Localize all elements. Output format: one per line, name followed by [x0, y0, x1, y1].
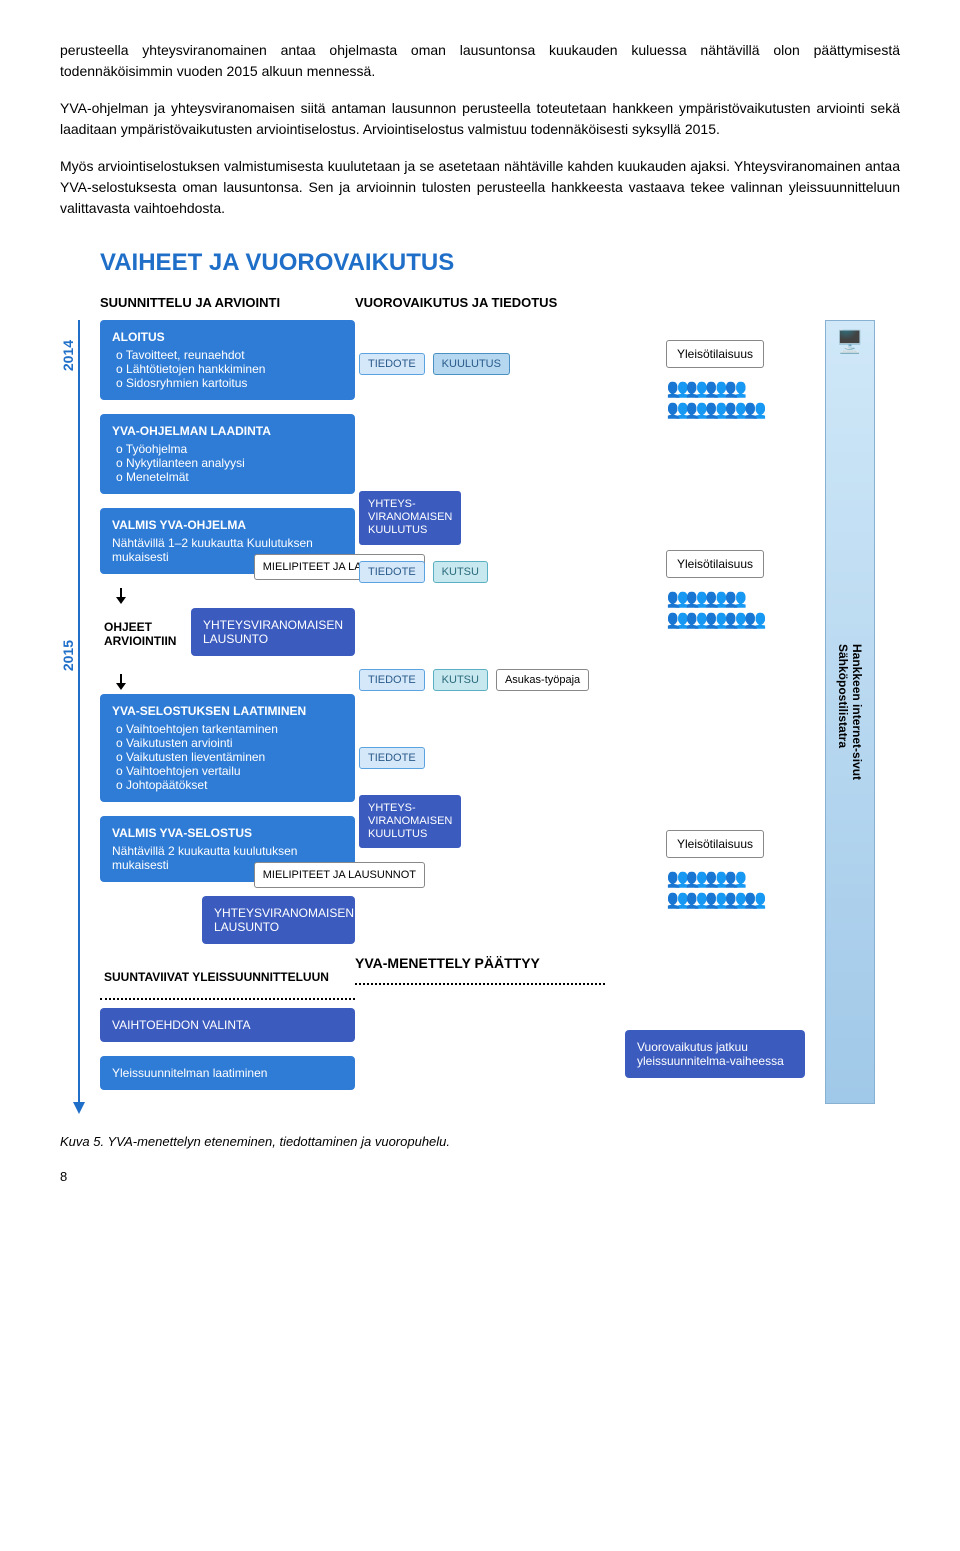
arrow	[120, 674, 122, 688]
year-2014: 2014	[60, 340, 76, 371]
yva-end-label: YVA-MENETTELY PÄÄTTYY	[355, 951, 605, 975]
selostus-item: Vaikutusten arviointi	[116, 736, 343, 750]
crowd-icon: 👥👥👥👥👥👥👥👥👥	[666, 378, 763, 420]
col-header-left: SUUNNITTELU JA ARVIOINTI	[100, 295, 355, 310]
page-number: 8	[60, 1169, 900, 1184]
aloitus-item: Tavoitteet, reunaehdot	[116, 348, 343, 362]
tag-kuulutus: KUULUTUS	[433, 353, 510, 375]
selostus-title: YVA-SELOSTUKSEN LAATIMINEN	[112, 704, 343, 718]
event-yleiso: Yleisötilaisuus	[666, 340, 764, 368]
year-rail: 2014 2015	[60, 320, 100, 1104]
col-header-right: VUOROVAIKUTUS JA TIEDOTUS	[355, 295, 755, 310]
timeline-arrow	[78, 320, 80, 1104]
laadinta-item: Menetelmät	[116, 470, 343, 484]
dotted-divider	[355, 983, 605, 985]
tag-kutsu: KUTSU	[433, 669, 488, 691]
paragraph-1: perusteella yhteysviranomainen antaa ohj…	[60, 40, 900, 82]
box-valmis-selostus: VALMIS YVA-SELOSTUS Nähtävillä 2 kuukaut…	[100, 816, 355, 882]
tag-tiedote: TIEDOTE	[359, 353, 425, 375]
crowd-icon: 👥👥👥👥👥👥👥👥👥	[666, 868, 763, 910]
tag-yvk: YHTEYS- VIRANOMAISEN KUULUTUS	[359, 491, 461, 545]
figure-caption: Kuva 5. YVA-menettelyn eteneminen, tiedo…	[60, 1134, 900, 1149]
dotted-divider	[100, 998, 355, 1000]
tag-yvk-2: YHTEYS- VIRANOMAISEN KUULUTUS	[359, 795, 461, 849]
valmis-sel-title: VALMIS YVA-SELOSTUS	[112, 826, 343, 840]
left-column: ALOITUS Tavoitteet, reunaehdot Lähtötiet…	[100, 320, 355, 1104]
mid-column: TIEDOTE KUULUTUS YHTEYS- VIRANOMAISEN KU…	[355, 320, 605, 1104]
tag-kutsu: KUTSU	[433, 561, 488, 583]
selostus-item: Vaihtoehtojen tarkentaminen	[116, 722, 343, 736]
ohjeet-label: OHJEET ARVIOINTIIN	[100, 614, 183, 654]
sidebar-text: Hankkeen internet-sivut Sähköpostilistat…	[836, 644, 864, 780]
box-yvl2: YHTEYSVIRANOMAISEN LAUSUNTO	[202, 896, 355, 944]
tag-tiedote: TIEDOTE	[359, 747, 425, 769]
tag-tiedote: TIEDOTE	[359, 561, 425, 583]
laadinta-item: Nykytilanteen analyysi	[116, 456, 343, 470]
tag-asukas: Asukas-työpaja	[496, 669, 589, 691]
valmis-ohj-title: VALMIS YVA-OHJELMA	[112, 518, 343, 532]
monitor-icon: 🖥️	[836, 329, 863, 355]
box-selostus: YVA-SELOSTUKSEN LAATIMINEN Vaihtoehtojen…	[100, 694, 355, 802]
paragraph-2: YVA-ohjelman ja yhteysviranomaisen siitä…	[60, 98, 900, 140]
aloitus-item: Sidosryhmien kartoitus	[116, 376, 343, 390]
crowd-icon: 👥👥👥👥👥👥👥👥👥	[666, 588, 763, 630]
tag-tiedote: TIEDOTE	[359, 669, 425, 691]
process-diagram: VAIHEET JA VUOROVAIKUTUS SUUNNITTELU JA …	[60, 249, 900, 1104]
year-2015: 2015	[60, 640, 76, 671]
box-valmis-ohjelma: VALMIS YVA-OHJELMA Nähtävillä 1–2 kuukau…	[100, 508, 355, 574]
box-yvl1: YHTEYSVIRANOMAISEN LAUSUNTO	[191, 608, 355, 656]
box-valinta: VAIHTOEHDON VALINTA	[100, 1008, 355, 1042]
paragraph-3: Myös arviointiselostuksen valmistumisest…	[60, 156, 900, 219]
vuoro-box: Vuorovaikutus jatkuu yleissuunnitelma-va…	[625, 1030, 805, 1078]
sidebar-channel: 🖥️ Hankkeen internet-sivut Sähköpostilis…	[825, 320, 875, 1104]
selostus-item: Vaihtoehtojen vertailu	[116, 764, 343, 778]
right-column: Yleisötilaisuus 👥👥👥👥👥👥👥👥👥 Yleisötilaisuu…	[605, 320, 825, 1104]
event-yleiso: Yleisötilaisuus	[666, 550, 764, 578]
laadinta-item: Työohjelma	[116, 442, 343, 456]
arrow	[120, 588, 122, 602]
event-yleiso: Yleisötilaisuus	[666, 830, 764, 858]
box-laatiminen: Yleissuunnitelman laatiminen	[100, 1056, 355, 1090]
aloitus-item: Lähtötietojen hankkiminen	[116, 362, 343, 376]
laadinta-title: YVA-OHJELMAN LAADINTA	[112, 424, 343, 438]
box-aloitus: ALOITUS Tavoitteet, reunaehdot Lähtötiet…	[100, 320, 355, 400]
suuntaviivat-label: SUUNTAVIIVAT YLEISSUUNNITTELUUN	[100, 964, 355, 990]
aloitus-title: ALOITUS	[112, 330, 343, 344]
selostus-item: Johtopäätökset	[116, 778, 343, 792]
diagram-title: VAIHEET JA VUOROVAIKUTUS	[60, 249, 900, 277]
selostus-item: Vaikutusten lieventäminen	[116, 750, 343, 764]
box-laadinta: YVA-OHJELMAN LAADINTA Työohjelma Nykytil…	[100, 414, 355, 494]
